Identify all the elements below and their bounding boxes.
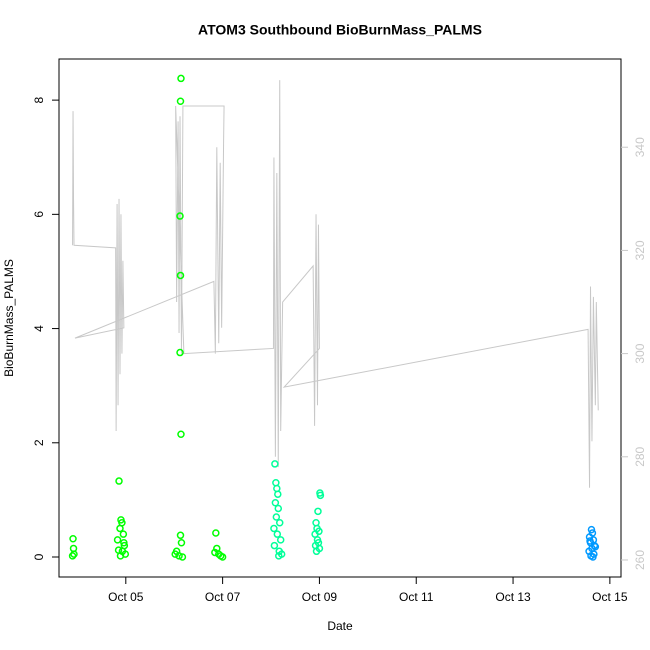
point	[177, 74, 185, 83]
point	[119, 530, 128, 538]
point	[218, 553, 227, 561]
plot-frame	[58, 58, 622, 578]
point	[271, 499, 280, 507]
point	[178, 553, 187, 561]
point	[120, 538, 128, 547]
y-tick-label: 4	[32, 325, 46, 332]
point	[273, 530, 282, 538]
point	[177, 538, 186, 547]
point	[586, 537, 594, 545]
point	[270, 524, 278, 533]
y-tick-label: 6	[32, 211, 46, 218]
point	[211, 548, 219, 557]
point	[116, 524, 124, 533]
y2-tick-label: 280	[633, 446, 647, 466]
point	[176, 271, 185, 280]
point	[275, 552, 283, 560]
x-tick-label: Oct 07	[205, 590, 241, 604]
point	[113, 536, 122, 544]
x-tick-label: Oct 09	[302, 590, 338, 604]
x-tick-label: Oct 05	[108, 590, 144, 604]
point	[115, 477, 123, 485]
x-axis-label: Date	[327, 619, 353, 633]
y2-tick-label: 300	[633, 343, 647, 363]
line	[72, 80, 599, 488]
point	[276, 536, 285, 544]
point	[118, 547, 127, 556]
chart-title: ATOM3 Southbound BioBurnMass_PALMS	[198, 22, 482, 38]
point	[177, 430, 185, 438]
y2-tick-label: 260	[633, 550, 647, 570]
y2-tick-label: 340	[633, 137, 647, 157]
point	[69, 534, 77, 543]
point	[589, 553, 597, 561]
y-tick-label: 0	[32, 553, 46, 560]
y2-tick-label: 320	[633, 240, 647, 260]
x-tick-label: Oct 11	[399, 590, 434, 604]
point	[176, 348, 184, 357]
point	[270, 541, 279, 550]
point	[176, 531, 185, 540]
point	[591, 542, 600, 551]
point	[212, 529, 220, 537]
point	[271, 460, 279, 468]
point	[274, 504, 283, 513]
point	[171, 550, 179, 558]
x-tick-label: Oct 13	[495, 590, 531, 604]
point	[587, 525, 596, 534]
point	[312, 547, 321, 556]
point	[176, 97, 185, 106]
point	[316, 491, 325, 500]
point	[68, 552, 77, 560]
point	[274, 490, 282, 498]
point	[272, 513, 281, 521]
point	[275, 518, 284, 527]
y-axis-label: BioBurnMass_PALMS	[2, 259, 16, 377]
point	[314, 507, 322, 516]
point	[70, 550, 78, 558]
point	[176, 212, 184, 220]
x-tick-label: Oct 15	[592, 590, 628, 604]
y-tick-label: 8	[32, 96, 46, 103]
point	[175, 552, 183, 560]
y-tick-label: 2	[32, 439, 46, 446]
